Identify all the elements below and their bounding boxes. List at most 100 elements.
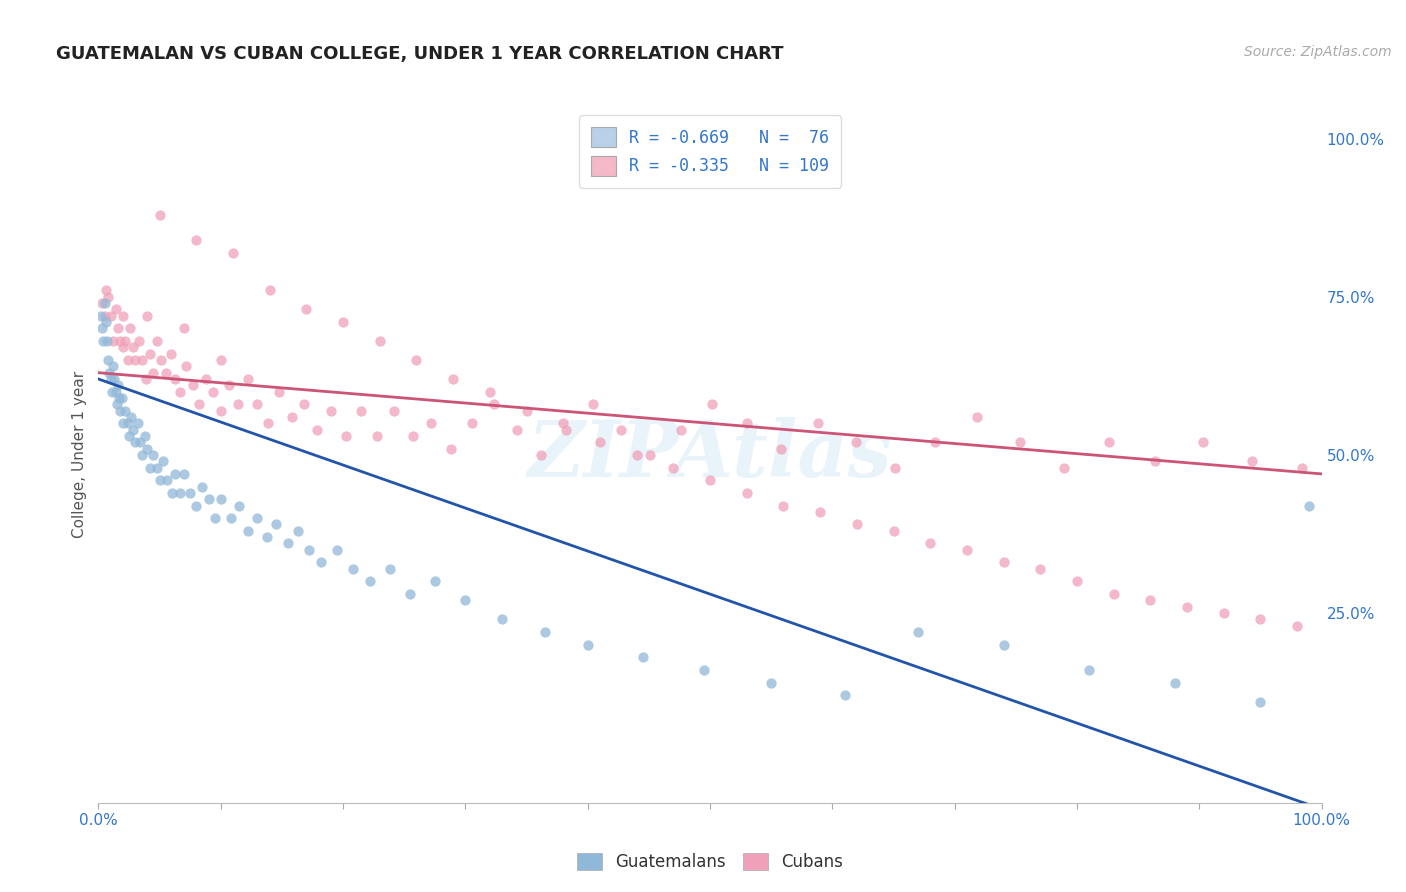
Point — [1212, 606, 1234, 620]
Point — [228, 499, 250, 513]
Point — [117, 417, 139, 431]
Point — [159, 347, 181, 361]
Point — [202, 384, 225, 399]
Point — [576, 638, 599, 652]
Point — [883, 460, 905, 475]
Point — [366, 429, 388, 443]
Point — [108, 391, 131, 405]
Point — [136, 442, 159, 456]
Point — [101, 334, 124, 348]
Point — [1066, 574, 1088, 589]
Point — [1298, 499, 1320, 513]
Point — [1240, 454, 1263, 468]
Point — [160, 486, 183, 500]
Point — [129, 435, 152, 450]
Point — [181, 378, 204, 392]
Point — [307, 423, 329, 437]
Point — [506, 423, 529, 437]
Point — [107, 378, 129, 392]
Point — [423, 574, 446, 589]
Point — [1008, 435, 1031, 450]
Point — [368, 334, 391, 348]
Point — [589, 435, 612, 450]
Point — [662, 460, 685, 475]
Point — [257, 417, 280, 431]
Point — [100, 372, 122, 386]
Point — [114, 403, 136, 417]
Point — [420, 417, 443, 431]
Point — [97, 290, 120, 304]
Point — [669, 423, 692, 437]
Point — [218, 378, 240, 392]
Point — [186, 499, 208, 513]
Point — [124, 435, 146, 450]
Point — [309, 556, 332, 570]
Point — [142, 366, 165, 380]
Point — [179, 486, 201, 500]
Point — [146, 334, 169, 348]
Point — [152, 454, 174, 468]
Point — [111, 340, 134, 354]
Point — [149, 353, 172, 368]
Point — [735, 417, 758, 431]
Point — [1192, 435, 1215, 450]
Point — [772, 499, 794, 513]
Point — [332, 315, 354, 329]
Text: GUATEMALAN VS CUBAN COLLEGE, UNDER 1 YEAR CORRELATION CHART: GUATEMALAN VS CUBAN COLLEGE, UNDER 1 YEA… — [56, 45, 783, 62]
Point — [735, 486, 758, 500]
Point — [121, 423, 143, 437]
Point — [350, 403, 373, 417]
Y-axis label: College, Under 1 year: College, Under 1 year — [72, 371, 87, 539]
Point — [90, 309, 112, 323]
Point — [295, 302, 318, 317]
Point — [149, 208, 172, 222]
Point — [169, 384, 191, 399]
Point — [169, 486, 191, 500]
Point — [359, 574, 381, 589]
Point — [101, 384, 124, 399]
Point — [845, 435, 868, 450]
Point — [342, 562, 364, 576]
Point — [482, 397, 505, 411]
Point — [761, 675, 783, 690]
Point — [98, 366, 121, 380]
Point — [920, 536, 942, 550]
Point — [440, 442, 463, 456]
Point — [287, 524, 309, 538]
Point — [236, 524, 259, 538]
Point — [924, 435, 946, 450]
Point — [139, 347, 162, 361]
Point — [128, 334, 150, 348]
Point — [702, 397, 724, 411]
Point — [134, 429, 156, 443]
Point — [319, 403, 342, 417]
Point — [907, 625, 929, 640]
Point — [91, 334, 114, 348]
Point — [127, 417, 149, 431]
Point — [94, 284, 117, 298]
Point — [631, 650, 654, 665]
Point — [197, 492, 219, 507]
Point — [264, 517, 287, 532]
Point — [1144, 454, 1167, 468]
Point — [101, 359, 124, 374]
Point — [1164, 675, 1187, 690]
Point — [441, 372, 464, 386]
Point — [246, 397, 269, 411]
Point — [226, 397, 249, 411]
Point — [460, 417, 482, 431]
Point — [1249, 695, 1271, 709]
Point — [156, 473, 179, 487]
Point — [534, 625, 557, 640]
Point — [259, 284, 281, 298]
Point — [478, 384, 501, 399]
Point — [186, 233, 208, 247]
Point — [405, 353, 427, 368]
Point — [384, 403, 406, 417]
Point — [111, 417, 134, 431]
Point — [124, 353, 146, 368]
Point — [120, 321, 142, 335]
Point — [176, 359, 198, 374]
Point — [808, 505, 831, 519]
Point — [105, 397, 128, 411]
